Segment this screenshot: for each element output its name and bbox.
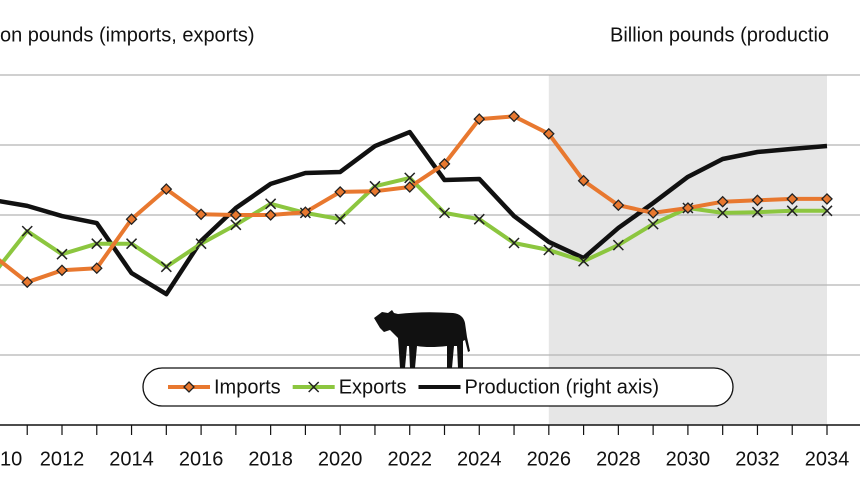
x-marker (21, 225, 33, 237)
x-tick-label: 2028 (596, 448, 641, 470)
x-marker (91, 238, 103, 250)
x-marker (230, 219, 242, 231)
diamond-marker (821, 192, 833, 205)
x-marker (612, 239, 624, 251)
x-marker (578, 255, 590, 267)
y2-axis-label: Billion pounds (productio (610, 24, 829, 46)
y-axis-label: on pounds (imports, exports) (0, 24, 255, 46)
x-marker (195, 238, 207, 250)
diamond-marker (612, 199, 625, 212)
x-tick-label: 2022 (387, 448, 432, 470)
x-marker (404, 172, 416, 184)
diamond-marker (229, 209, 242, 221)
x-marker (160, 261, 172, 273)
x-tick-label: 2018 (248, 448, 293, 470)
x-marker (508, 237, 520, 249)
diamond-marker (403, 181, 416, 193)
x-marker (126, 238, 138, 250)
x-marker (543, 244, 555, 256)
x-marker (308, 381, 320, 393)
x-tick-label: 2024 (457, 448, 502, 470)
x-tick-label: 2012 (40, 448, 85, 470)
diamond-marker (473, 113, 486, 126)
diamond-marker (90, 262, 103, 275)
diamond-marker (369, 185, 381, 198)
diamond-marker (125, 213, 138, 226)
x-tick-label: 2032 (735, 448, 780, 470)
legend-label: Imports (214, 376, 281, 398)
diamond-marker (647, 206, 660, 219)
x-marker (265, 198, 277, 210)
diamond-marker (56, 264, 68, 277)
x-marker (334, 213, 346, 225)
x-tick-label: 2020 (318, 448, 363, 470)
diamond-marker (681, 202, 694, 214)
x-tick-label: 2016 (179, 448, 224, 470)
x-tick-label: 10 (0, 448, 22, 470)
diamond-marker (542, 127, 555, 140)
legend: Imports Exports Production (right axis) (142, 367, 734, 407)
diamond-marker (21, 276, 34, 289)
x-marker (56, 248, 68, 260)
x-tick-label: 2026 (527, 448, 572, 470)
cow-icon (374, 310, 470, 368)
diamond-marker (786, 192, 799, 205)
x-marker (786, 205, 798, 217)
x-marker (751, 206, 763, 218)
diamond-marker (299, 206, 312, 219)
x-marker (821, 205, 833, 217)
diamond-marker (183, 381, 195, 393)
series-line (0, 129, 828, 297)
diamond-marker (334, 185, 347, 198)
x-marker (438, 207, 451, 219)
diamond-marker (264, 209, 277, 221)
diamond-marker (195, 208, 208, 221)
diamond-marker (751, 194, 764, 207)
x-marker (717, 207, 729, 219)
x-marker (647, 218, 659, 230)
diamond-marker (508, 110, 520, 123)
diamond-marker (577, 174, 590, 187)
legend-label: Production (right axis) (465, 376, 660, 398)
x-tick-label: 2034 (805, 448, 850, 470)
x-tick-label: 2014 (109, 448, 154, 470)
x-tick-label: 2030 (666, 448, 711, 470)
legend-label: Exports (339, 376, 407, 398)
diamond-marker (160, 183, 173, 196)
x-marker (473, 213, 485, 225)
diamond-marker (438, 157, 451, 170)
diamond-marker (716, 195, 729, 208)
